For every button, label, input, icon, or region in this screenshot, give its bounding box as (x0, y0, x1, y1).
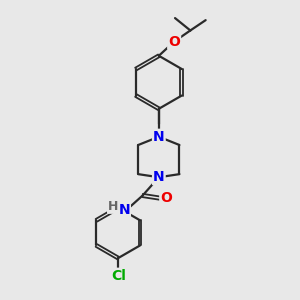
Text: O: O (168, 34, 180, 49)
Text: N: N (153, 170, 165, 184)
Text: N: N (153, 130, 165, 144)
Text: Cl: Cl (111, 269, 126, 283)
Text: N: N (118, 203, 130, 217)
Text: O: O (160, 191, 172, 206)
Text: H: H (108, 200, 119, 213)
